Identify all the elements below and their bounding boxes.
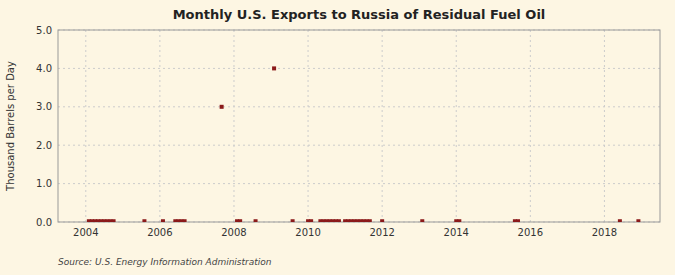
x-tick-label: 2014 (444, 227, 469, 238)
data-point (142, 219, 146, 222)
data-point (272, 66, 276, 70)
x-tick-label: 2018 (592, 227, 617, 238)
data-point (380, 219, 384, 222)
data-point (291, 219, 295, 222)
data-point (368, 219, 372, 222)
data-point (309, 219, 313, 222)
data-point (337, 219, 341, 222)
y-tick-label: 2.0 (36, 140, 52, 151)
data-point (618, 219, 622, 222)
source-note: Source: U.S. Energy Information Administ… (58, 257, 272, 267)
x-tick-label: 2016 (518, 227, 543, 238)
data-point (161, 219, 165, 222)
data-point (254, 219, 258, 222)
points (87, 66, 641, 222)
x-tick-label: 2006 (147, 227, 172, 238)
x-grid-line (530, 30, 531, 222)
data-point (457, 219, 461, 222)
axes: 0.0 1.0 2.0 3.0 4.0 5.0 2004 2006 2008 2010 2012 20… (36, 25, 617, 239)
data-point (636, 219, 640, 222)
y-axis-label: Thousand Barrels per Day (5, 61, 16, 192)
x-grid-line (456, 30, 457, 222)
x-grid-line (308, 30, 309, 222)
y-tick-label: 1.0 (36, 178, 52, 189)
y-grid-line (58, 106, 660, 107)
data-point (112, 219, 116, 222)
data-point (420, 219, 424, 222)
x-grid-line (159, 30, 160, 222)
x-grid-line (382, 30, 383, 222)
y-tick-label: 5.0 (36, 25, 52, 36)
y-tick-label: 0.0 (36, 217, 52, 228)
plot-frame (58, 30, 660, 222)
x-grid-line (604, 30, 605, 222)
chart-title: Monthly U.S. Exports to Russia of Residu… (173, 7, 546, 22)
y-grid-line (58, 183, 660, 184)
chart: 0.0 1.0 2.0 3.0 4.0 5.0 2004 2006 2008 2010 2012 20… (0, 0, 675, 275)
x-tick-label: 2004 (73, 227, 98, 238)
x-tick-label: 2012 (369, 227, 394, 238)
data-point (516, 219, 520, 222)
data-point (220, 105, 224, 109)
y-tick-label: 3.0 (36, 101, 52, 112)
x-tick-label: 2010 (295, 227, 320, 238)
grid (58, 30, 660, 222)
y-grid-line (58, 145, 660, 146)
x-tick-label: 2008 (221, 227, 246, 238)
y-tick-label: 4.0 (36, 63, 52, 74)
x-grid-line (85, 30, 86, 222)
data-point (238, 219, 242, 222)
data-point (183, 219, 187, 222)
x-grid-line (233, 30, 234, 222)
y-grid-line (58, 68, 660, 69)
